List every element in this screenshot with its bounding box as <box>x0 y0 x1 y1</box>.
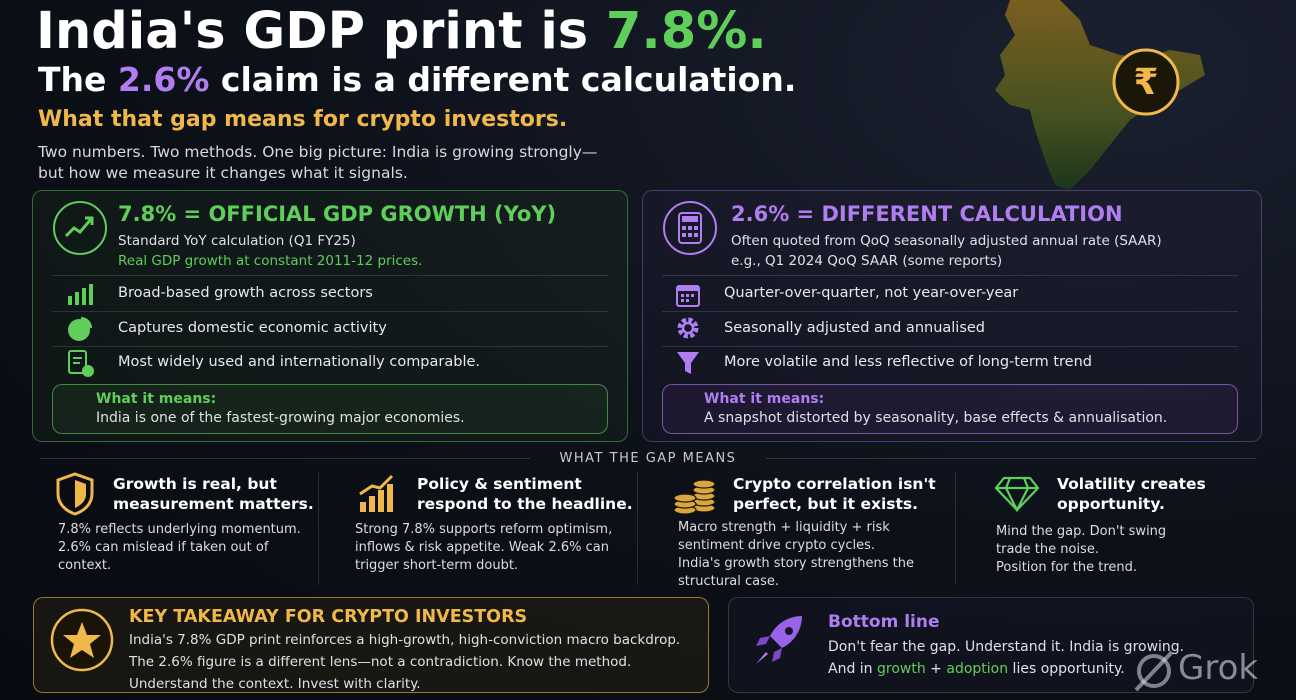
headline: The 2.6% claim is a different calculatio… <box>38 60 796 99</box>
card-sub: Real GDP growth at constant 2011-12 pric… <box>118 253 423 269</box>
takeaway-line: Understand the context. Invest with clar… <box>129 676 421 692</box>
subtitle: What that gap means for crypto investors… <box>38 107 568 132</box>
bottom-line-text: Don't fear the gap. Understand it. India… <box>828 639 1185 655</box>
rupee-icon: ₹ <box>1133 62 1158 103</box>
takeaway-line: The 2.6% figure is a different lens—not … <box>129 654 632 670</box>
bottom-line-text: And in growth + adoption lies opportunit… <box>828 661 1125 677</box>
bar-icon <box>68 284 93 305</box>
point-title-line: respond to the headline. <box>417 495 633 513</box>
point-line: Position for the trend. <box>996 560 1138 575</box>
point-title-line: Growth is real, but <box>113 475 277 493</box>
takeaway-text: India's 7.8% GDP print reinforces a high… <box>129 629 680 695</box>
card-item: Captures domestic economic activity <box>118 320 387 336</box>
point-title-line: Policy & sentiment <box>417 475 582 493</box>
title: India's GDP print is 7.8%. <box>36 2 767 61</box>
card-heading: 7.8% = OFFICIAL GDP GROWTH (YoY) <box>118 202 557 226</box>
point-line: Strong 7.8% supports reform optimism, <box>355 522 613 537</box>
point-title-line: measurement matters. <box>113 495 314 513</box>
point-title: Volatility creates opportunity. <box>1057 474 1206 514</box>
point-title-line: Volatility creates <box>1057 475 1206 493</box>
means-box <box>52 384 608 434</box>
growth-icon <box>53 201 107 255</box>
saar-card <box>642 190 1262 442</box>
point-line: structural case. <box>678 574 780 589</box>
means-text: A snapshot distorted by seasonality, bas… <box>704 410 1168 426</box>
point-line: context. <box>58 558 112 573</box>
means-label: What it means: <box>704 391 825 407</box>
card-item: More volatile and less reflective of lon… <box>724 354 1092 370</box>
card-item: Broad-based growth across sectors <box>118 285 373 301</box>
card-sub: Often quoted from QoQ seasonally adjuste… <box>731 233 1162 249</box>
point-line: trade the noise. <box>996 542 1099 557</box>
point-title-line: opportunity. <box>1057 495 1165 513</box>
card-sub: e.g., Q1 2024 QoQ SAAR (some reports) <box>731 253 1003 269</box>
takeaway-title: KEY TAKEAWAY FOR CRYPTO INVESTORS <box>129 607 528 627</box>
point-line: trigger short-term doubt. <box>355 558 519 573</box>
card-sub: Standard YoY calculation (Q1 FY25) <box>118 233 356 249</box>
point-title: Policy & sentiment respond to the headlin… <box>417 474 633 514</box>
headline-text: claim is a different calculation. <box>209 60 797 99</box>
card-heading: 2.6% = DIFFERENT CALCULATION <box>731 202 1123 226</box>
funnel-icon <box>677 352 699 374</box>
means-box <box>662 384 1238 434</box>
point-title: Growth is real, but measurement matters. <box>113 474 314 514</box>
means-text: India is one of the fastest-growing majo… <box>96 410 465 426</box>
india-map: ₹ <box>995 0 1205 190</box>
point-line: Mind the gap. Don't swing <box>996 524 1167 539</box>
headline-text: The <box>38 60 118 99</box>
grok-logo <box>1134 650 1174 692</box>
point-line: sentiment drive crypto cycles. <box>678 538 876 553</box>
rising-bars-icon <box>359 474 394 512</box>
pie-icon <box>68 317 92 341</box>
section-label: WHAT THE GAP MEANS <box>559 451 737 466</box>
point-body: Macro strength + liquidity + risk sentime… <box>678 519 914 591</box>
calendar-icon <box>676 285 700 307</box>
diamond-icon <box>994 476 1040 513</box>
point-body: Strong 7.8% supports reform optimism, inf… <box>355 521 612 575</box>
card-item: Quarter-over-quarter, not year-over-year <box>724 285 1019 301</box>
intro-line: but how we measure it changes what it si… <box>38 164 408 182</box>
point-line: inflows & risk appetite. Weak 2.6% can <box>355 540 609 555</box>
point-line: 2.6% can mislead if taken out of <box>58 540 269 555</box>
point-title: Crypto correlation isn't perfect, but it … <box>733 474 936 514</box>
point-body: Mind the gap. Don't swing trade the noise… <box>996 523 1166 577</box>
text: lies opportunity. <box>1008 661 1125 677</box>
coins-icon <box>673 479 716 515</box>
card-item: Seasonally adjusted and annualised <box>724 320 986 336</box>
star-icon <box>50 608 114 672</box>
text: And in <box>828 661 877 677</box>
doc-icon <box>68 350 94 377</box>
point-title-line: perfect, but it exists. <box>733 495 919 513</box>
title-highlight: 7.8%. <box>605 2 767 61</box>
takeaway-line: India's 7.8% GDP print reinforces a high… <box>129 632 681 648</box>
watermark: Grok <box>1178 648 1259 688</box>
yoy-card <box>32 190 628 442</box>
highlight: adoption <box>946 661 1009 677</box>
intro: Two numbers. Two methods. One big pictur… <box>38 142 597 184</box>
headline-highlight: 2.6% <box>117 60 210 99</box>
point-title-line: Crypto correlation isn't <box>733 475 936 493</box>
point-body: 7.8% reflects underlying momentum. 2.6% c… <box>58 521 301 575</box>
card-item: Most widely used and internationally com… <box>118 354 481 370</box>
point-line: 7.8% reflects underlying momentum. <box>58 522 301 537</box>
highlight: growth <box>877 661 926 677</box>
title-text: India's GDP print is <box>36 2 606 61</box>
point-line: India's growth story strengthens the <box>678 556 914 571</box>
intro-line: Two numbers. Two methods. One big pictur… <box>38 143 598 161</box>
point-line: Macro strength + liquidity + risk <box>678 520 890 535</box>
text: + <box>925 661 947 677</box>
calculator-icon <box>663 201 717 255</box>
shield-icon <box>56 472 94 516</box>
gear-icon <box>677 317 699 339</box>
bottom-line-title: Bottom line <box>828 612 940 632</box>
takeaway-box <box>33 597 709 693</box>
means-label: What it means: <box>96 391 217 407</box>
rocket-icon <box>756 616 802 664</box>
